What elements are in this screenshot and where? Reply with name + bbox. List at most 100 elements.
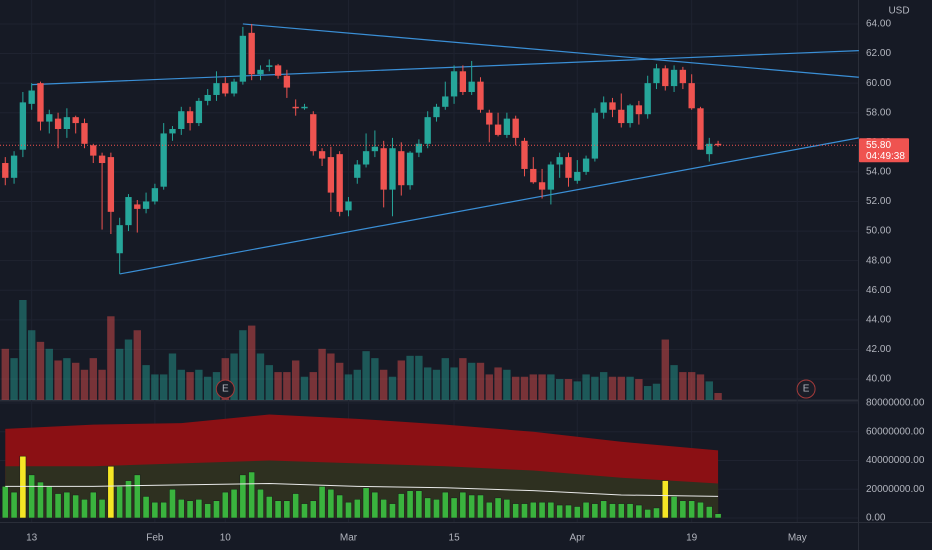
y-tick-label: 40.00 bbox=[866, 374, 891, 385]
countdown-label: 04:49:38 bbox=[866, 151, 905, 162]
candle-body bbox=[362, 151, 370, 165]
volume-bar bbox=[529, 374, 537, 400]
x-tick-label: 13 bbox=[26, 533, 38, 544]
y-tick-label: 42.00 bbox=[866, 344, 891, 355]
y-tick-label: 0.00 bbox=[866, 513, 886, 524]
volume-osc-bar bbox=[125, 480, 132, 519]
y-tick-label: 52.00 bbox=[866, 196, 891, 207]
volume-osc-bar bbox=[98, 499, 106, 519]
volume-bar bbox=[459, 358, 467, 400]
candle-body bbox=[574, 171, 581, 181]
candle-body bbox=[706, 143, 713, 155]
volume-osc-bar bbox=[116, 486, 124, 519]
volume-osc-bar bbox=[1, 486, 9, 519]
volume-osc-bar bbox=[133, 474, 141, 519]
y-tick-label: 54.00 bbox=[866, 167, 891, 178]
volume-bar bbox=[388, 376, 397, 400]
candle-body bbox=[301, 106, 308, 109]
volume-bar bbox=[599, 372, 608, 400]
x-tick-label: Mar bbox=[340, 533, 358, 544]
candle-body bbox=[433, 106, 440, 118]
candle-body bbox=[19, 102, 27, 150]
volume-bar bbox=[415, 355, 423, 400]
volume-osc-bar bbox=[661, 480, 669, 519]
candle-body bbox=[116, 225, 123, 254]
volume-bar bbox=[168, 353, 177, 400]
volume-bar bbox=[309, 372, 317, 400]
candle-body bbox=[134, 204, 141, 209]
volume-osc-bar bbox=[389, 503, 396, 519]
candle-body bbox=[72, 117, 79, 124]
volume-bar bbox=[476, 362, 485, 400]
candle-body bbox=[239, 35, 247, 82]
volume-bar bbox=[679, 372, 687, 400]
candle-body bbox=[521, 140, 528, 169]
volume-bar bbox=[582, 374, 590, 400]
volume-osc-bar bbox=[301, 503, 308, 519]
candle-body bbox=[274, 65, 282, 76]
candle-body bbox=[151, 188, 159, 202]
y-tick-label: 48.00 bbox=[866, 255, 891, 266]
y-tick-label: 60.00 bbox=[866, 78, 891, 89]
volume-osc-bar bbox=[151, 501, 159, 519]
volume-osc-bar bbox=[10, 491, 18, 519]
candle-body bbox=[160, 133, 167, 187]
volume-bar bbox=[555, 379, 564, 400]
candle-body bbox=[107, 157, 115, 212]
volume-bar bbox=[98, 369, 106, 400]
volume-bar bbox=[687, 372, 696, 400]
candle-body bbox=[186, 111, 194, 124]
volume-osc-bar bbox=[309, 500, 317, 519]
volume-osc-bar bbox=[635, 504, 643, 519]
volume-osc-bar bbox=[521, 503, 528, 519]
volume-osc-bar bbox=[353, 499, 361, 519]
volume-osc-bar bbox=[169, 488, 176, 519]
volume-bar bbox=[371, 358, 379, 400]
volume-osc-bar bbox=[72, 494, 80, 519]
candle-body bbox=[213, 83, 220, 95]
volume-bar bbox=[186, 372, 194, 400]
volume-osc-bar bbox=[485, 501, 493, 519]
candle-body bbox=[398, 151, 405, 186]
volume-bar bbox=[177, 369, 185, 400]
volume-osc-bar bbox=[582, 501, 590, 519]
volume-osc-bar bbox=[424, 497, 432, 519]
candle-body bbox=[380, 148, 387, 190]
candle-body bbox=[204, 94, 211, 101]
candle-body bbox=[169, 128, 176, 134]
candle-body bbox=[248, 32, 255, 75]
candle-body bbox=[626, 105, 634, 124]
volume-bar bbox=[300, 376, 309, 400]
candle-body bbox=[125, 197, 132, 226]
volume-bar bbox=[115, 348, 124, 400]
volume-bar bbox=[538, 374, 546, 400]
y-tick-label: 50.00 bbox=[866, 226, 891, 237]
volume-osc-bar bbox=[336, 494, 344, 519]
y-tick-label: 46.00 bbox=[866, 285, 891, 296]
last-price-label: 55.80 bbox=[866, 140, 891, 151]
volume-bar bbox=[142, 365, 150, 400]
candle-body bbox=[591, 112, 599, 159]
volume-bar bbox=[643, 386, 652, 400]
candle-body bbox=[565, 157, 572, 178]
volume-bar bbox=[344, 374, 353, 400]
volume-osc-bar bbox=[705, 506, 713, 519]
volume-bar bbox=[362, 351, 370, 400]
candle-body bbox=[10, 155, 18, 178]
volume-osc-bar bbox=[397, 493, 405, 519]
volume-bar bbox=[617, 376, 625, 400]
volume-osc-bar bbox=[468, 494, 476, 519]
volume-bar bbox=[335, 362, 344, 400]
volume-bar bbox=[71, 362, 80, 400]
volume-bar bbox=[256, 353, 265, 400]
volume-bar bbox=[652, 383, 661, 400]
y-tick-label: 80000000.00 bbox=[866, 398, 925, 409]
candle-body bbox=[37, 83, 44, 122]
y-tick-label: 20000000.00 bbox=[866, 484, 925, 495]
candle-body bbox=[494, 124, 502, 135]
candle-body bbox=[81, 123, 88, 144]
volume-bar bbox=[406, 355, 414, 400]
candle-body bbox=[142, 201, 150, 209]
volume-osc-bar bbox=[177, 499, 185, 519]
volume-osc-bar bbox=[37, 481, 44, 519]
